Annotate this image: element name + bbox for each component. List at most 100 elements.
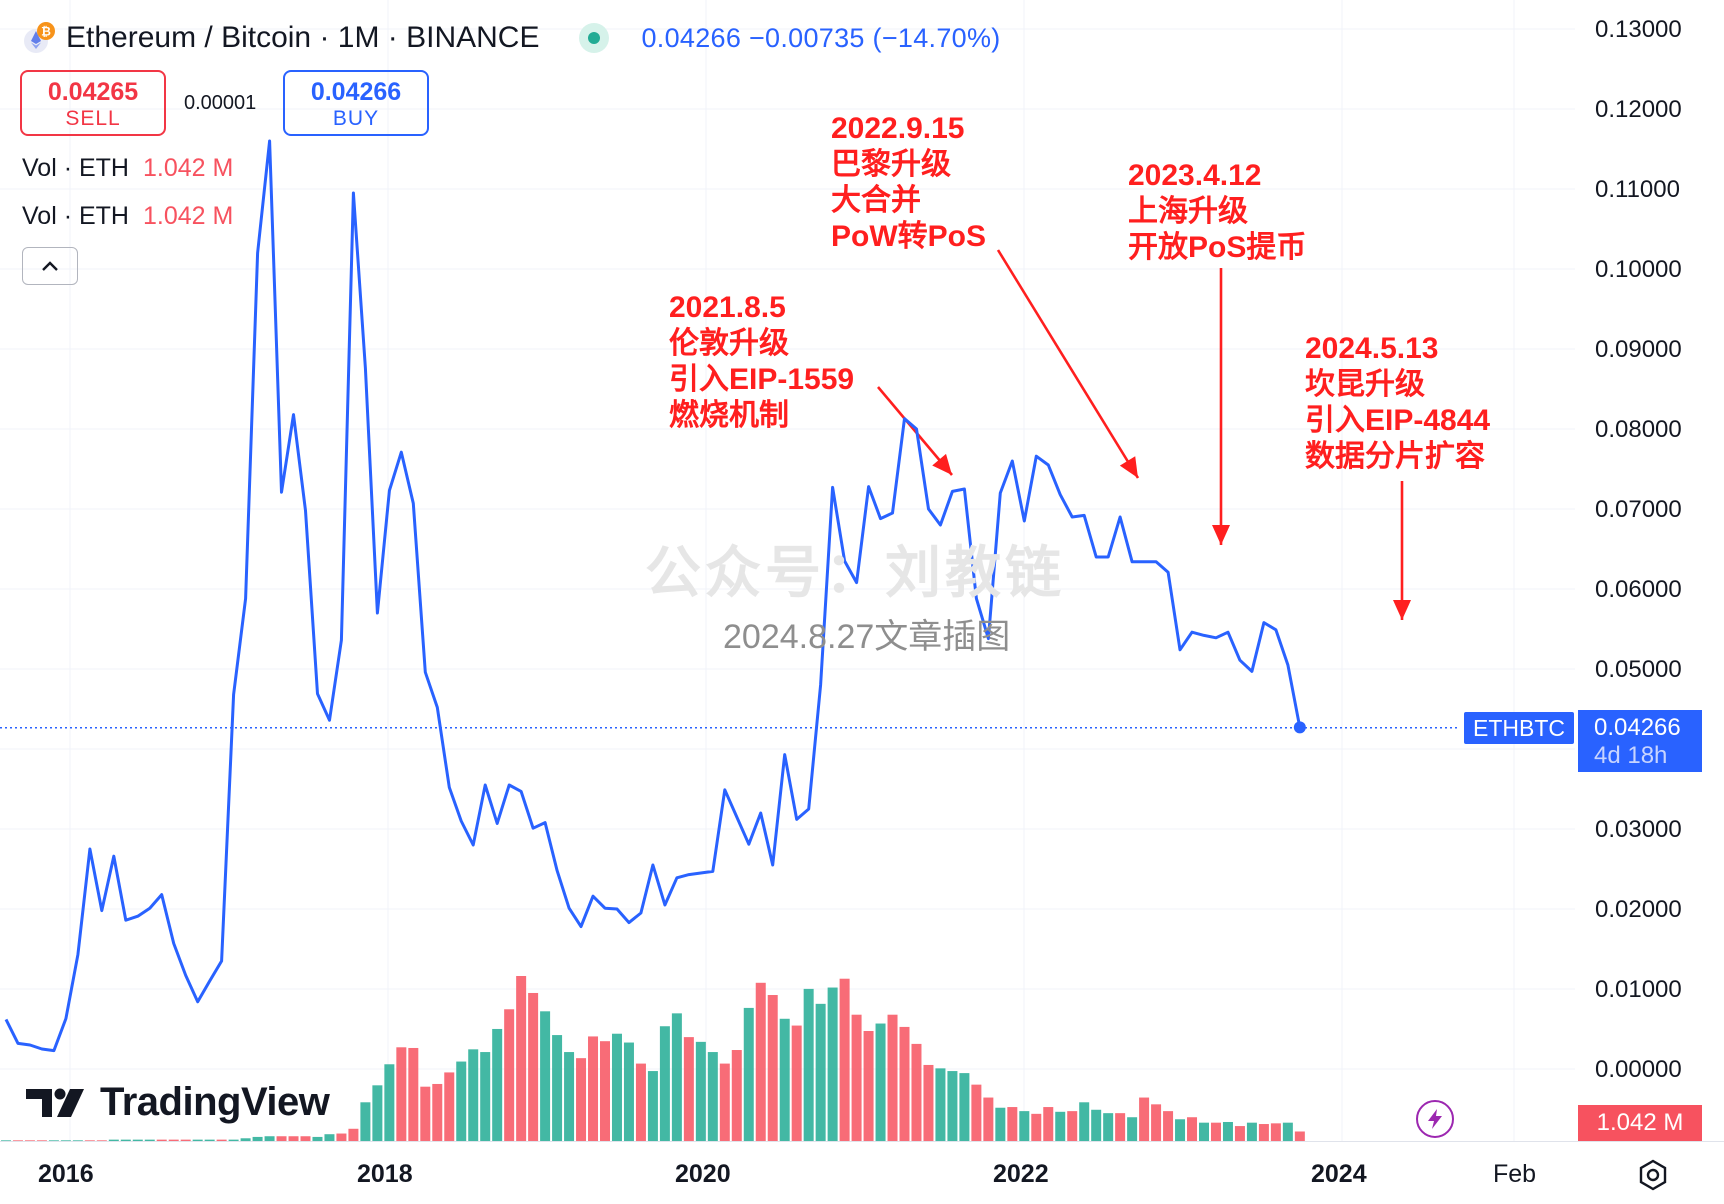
volume-bar: [36, 1140, 47, 1141]
chevron-up-icon: [42, 261, 58, 271]
last-price-tag[interactable]: 0.04266 4d 18h: [1578, 710, 1702, 772]
volume-price-tag[interactable]: 1.042 M: [1578, 1105, 1702, 1141]
tradingview-logo[interactable]: TradingView: [26, 1080, 330, 1125]
volume-bar: [492, 1028, 503, 1141]
bar-countdown: 4d 18h: [1594, 742, 1668, 769]
volume-bar: [396, 1047, 407, 1141]
volume-bar: [432, 1083, 443, 1141]
y-tick-label: 0.01000: [1595, 976, 1682, 1003]
collapse-legend-button[interactable]: [22, 247, 78, 285]
volume-bar: [959, 1073, 970, 1141]
gear-icon[interactable]: [1636, 1158, 1670, 1192]
annotation-arrowhead: [1119, 456, 1138, 478]
lightning-icon[interactable]: [1416, 1100, 1454, 1138]
y-tick-label: 0.10000: [1595, 256, 1682, 283]
watermark-caption: 2024.8.27文章插图: [723, 618, 1011, 656]
volume-bar: [1139, 1097, 1150, 1141]
y-tick-label: 0.07000: [1595, 496, 1682, 523]
volume-bars: [1, 976, 1305, 1141]
volume-bar: [564, 1052, 575, 1141]
price-line: [4, 139, 1302, 1053]
volume-bar: [755, 982, 766, 1141]
volume-legend-1[interactable]: Vol · ETH 1.042 M: [22, 154, 233, 183]
y-tick-label: 0.13000: [1595, 16, 1682, 43]
volume-bar: [300, 1136, 311, 1141]
volume-bar: [1043, 1107, 1054, 1141]
volume-bar: [156, 1139, 167, 1141]
volume-bar: [588, 1036, 599, 1141]
volume-bar: [791, 1025, 802, 1141]
volume-bar: [216, 1139, 227, 1141]
volume-bar: [695, 1041, 706, 1141]
time-axis-border: [0, 1141, 1724, 1142]
chart-header: ₿ Ethereum / Bitcoin · 1M · BINANCE 0.04…: [22, 16, 1001, 60]
volume-bar: [84, 1140, 95, 1141]
volume-bar: [731, 1050, 742, 1141]
annotation-shanghai: 2023.4.12 上海升级 开放PoS提币: [1128, 159, 1307, 264]
spread-value: 0.00001: [184, 92, 257, 114]
volume-bar: [887, 1014, 898, 1141]
volume-bar: [1234, 1126, 1245, 1141]
tradingview-wordmark: TradingView: [100, 1080, 330, 1124]
volume-bar: [504, 1009, 515, 1141]
volume-bar: [96, 1140, 107, 1141]
volume-legend-label: Vol · ETH: [22, 154, 129, 182]
volume-bar: [719, 1063, 730, 1141]
volume-bar: [408, 1047, 419, 1141]
y-tick-label: 0.12000: [1595, 96, 1682, 123]
volume-bar: [743, 1007, 754, 1141]
volume-bar: [1187, 1117, 1198, 1141]
volume-bar: [600, 1041, 610, 1141]
volume-bar: [468, 1049, 479, 1141]
volume-legend-value: 1.042 M: [142, 202, 234, 230]
volume-bar: [995, 1107, 1006, 1141]
volume-bar: [923, 1064, 934, 1141]
volume-bar: [528, 992, 539, 1141]
volume-bar: [540, 1011, 551, 1141]
volume-bar: [480, 1052, 491, 1141]
symbol-price-tag[interactable]: ETHBTC: [1464, 712, 1574, 744]
y-tick-label: 0.11000: [1595, 176, 1680, 203]
volume-bar: [1103, 1113, 1114, 1141]
volume-bar: [1246, 1122, 1257, 1141]
volume-bar: [635, 1063, 646, 1141]
sell-button[interactable]: 0.04265 SELL: [20, 70, 166, 136]
volume-bar: [348, 1128, 359, 1141]
y-tick-label: 0.09000: [1595, 336, 1682, 363]
tradingview-logo-icon: [26, 1088, 84, 1117]
chart-title[interactable]: Ethereum / Bitcoin · 1M · BINANCE: [66, 21, 540, 54]
volume-bar: [1091, 1109, 1102, 1141]
y-tick-label: 0.06000: [1595, 576, 1682, 603]
volume-bar: [1294, 1131, 1305, 1141]
volume-bar: [576, 1058, 587, 1141]
sell-label: SELL: [65, 107, 121, 130]
volume-bar: [767, 995, 778, 1141]
volume-bar: [372, 1085, 383, 1141]
volume-bar: [707, 1052, 718, 1141]
grid-lines: [0, 0, 1575, 1141]
volume-bar: [132, 1139, 143, 1141]
volume-bar: [288, 1136, 299, 1141]
volume-legend-2[interactable]: Vol · ETH 1.042 M: [22, 202, 233, 231]
volume-bar: [1199, 1122, 1209, 1141]
y-tick-label: 0.02000: [1595, 896, 1682, 923]
volume-bar: [623, 1042, 634, 1141]
volume-bar: [516, 976, 527, 1141]
annotation-arrow: [996, 249, 1140, 479]
volume-bar: [659, 1026, 670, 1141]
eth-btc-coin-icon[interactable]: ₿: [22, 21, 56, 55]
price-change-readout: 0.04266 −0.00735 (−14.70%): [641, 22, 1001, 53]
annotation-arrowhead: [1212, 525, 1230, 545]
watermark-account: 公众号：刘教链: [645, 541, 1065, 604]
volume-bar: [1163, 1111, 1174, 1141]
volume-bar: [1031, 1113, 1042, 1141]
volume-bar: [144, 1139, 155, 1141]
volume-bar: [1067, 1111, 1078, 1141]
x-tick-label: 2022: [993, 1160, 1049, 1188]
volume-bar: [324, 1134, 335, 1141]
market-open-dot-icon[interactable]: [579, 23, 610, 53]
x-tick-label: 2018: [357, 1160, 413, 1188]
buy-button[interactable]: 0.04266 BUY: [283, 70, 429, 136]
